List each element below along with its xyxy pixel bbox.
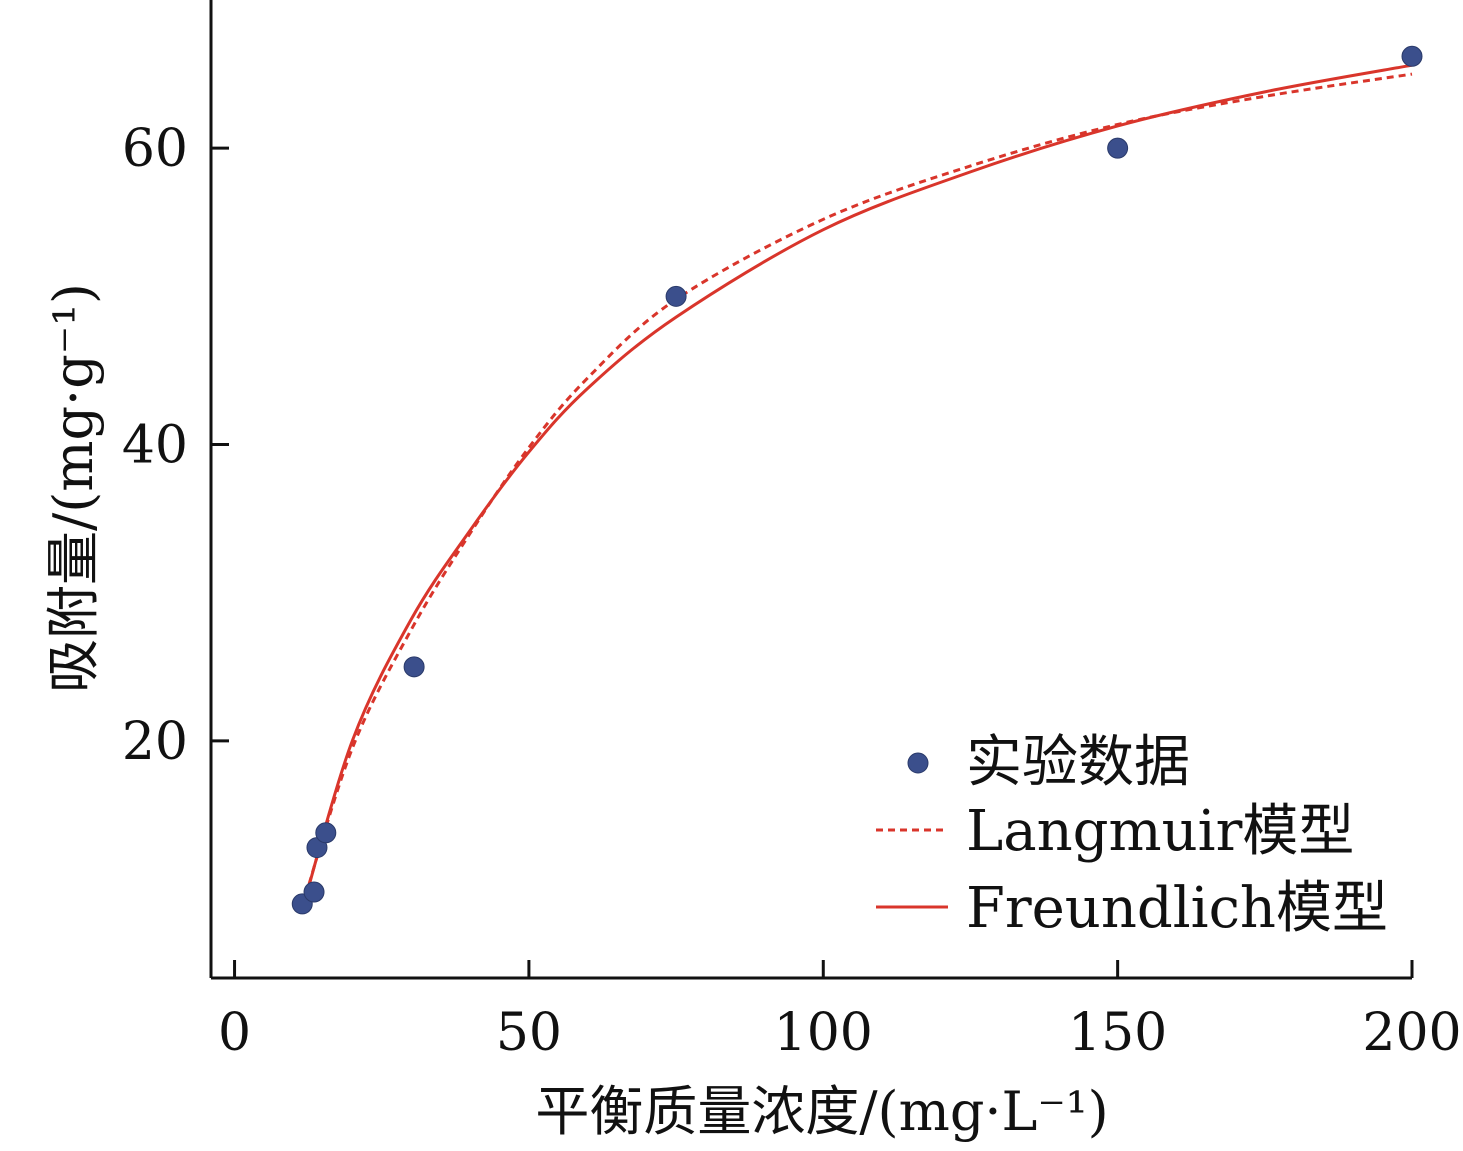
y-tick-label: 60: [122, 119, 188, 179]
legend-marker-experimental: [907, 752, 929, 774]
y-axis-title: 吸附量/(mg·g⁻¹): [42, 283, 105, 693]
legend: 实验数据 Langmuir模型 Freundlich模型: [876, 730, 1388, 941]
x-axis-title: 平衡质量浓度/(mg·L⁻¹): [535, 1080, 1108, 1143]
data-point: [315, 822, 337, 844]
data-point: [303, 881, 325, 903]
y-ticks: 20 40 60: [122, 119, 229, 772]
freundlich-curve: [300, 63, 1413, 911]
data-point: [665, 285, 687, 307]
data-point: [403, 656, 425, 678]
langmuir-curve: [300, 72, 1413, 908]
x-tick-label: 0: [218, 1003, 251, 1063]
x-tick-label: 150: [1068, 1003, 1167, 1063]
y-tick-label: 40: [122, 416, 188, 476]
y-tick-label: 20: [122, 712, 188, 772]
data-point: [1401, 45, 1423, 67]
data-point: [1107, 137, 1129, 159]
x-ticks: 0 50 100 150 200: [218, 960, 1462, 1063]
legend-label-experimental: 实验数据: [966, 730, 1190, 795]
legend-label-langmuir: Langmuir模型: [966, 799, 1354, 864]
x-tick-label: 50: [496, 1003, 562, 1063]
x-tick-label: 200: [1362, 1003, 1461, 1063]
x-tick-label: 100: [774, 1003, 873, 1063]
legend-label-freundlich: Freundlich模型: [966, 876, 1388, 941]
model-curves: [300, 63, 1413, 911]
data-points: [291, 45, 1423, 915]
axes: [209, 0, 1412, 980]
